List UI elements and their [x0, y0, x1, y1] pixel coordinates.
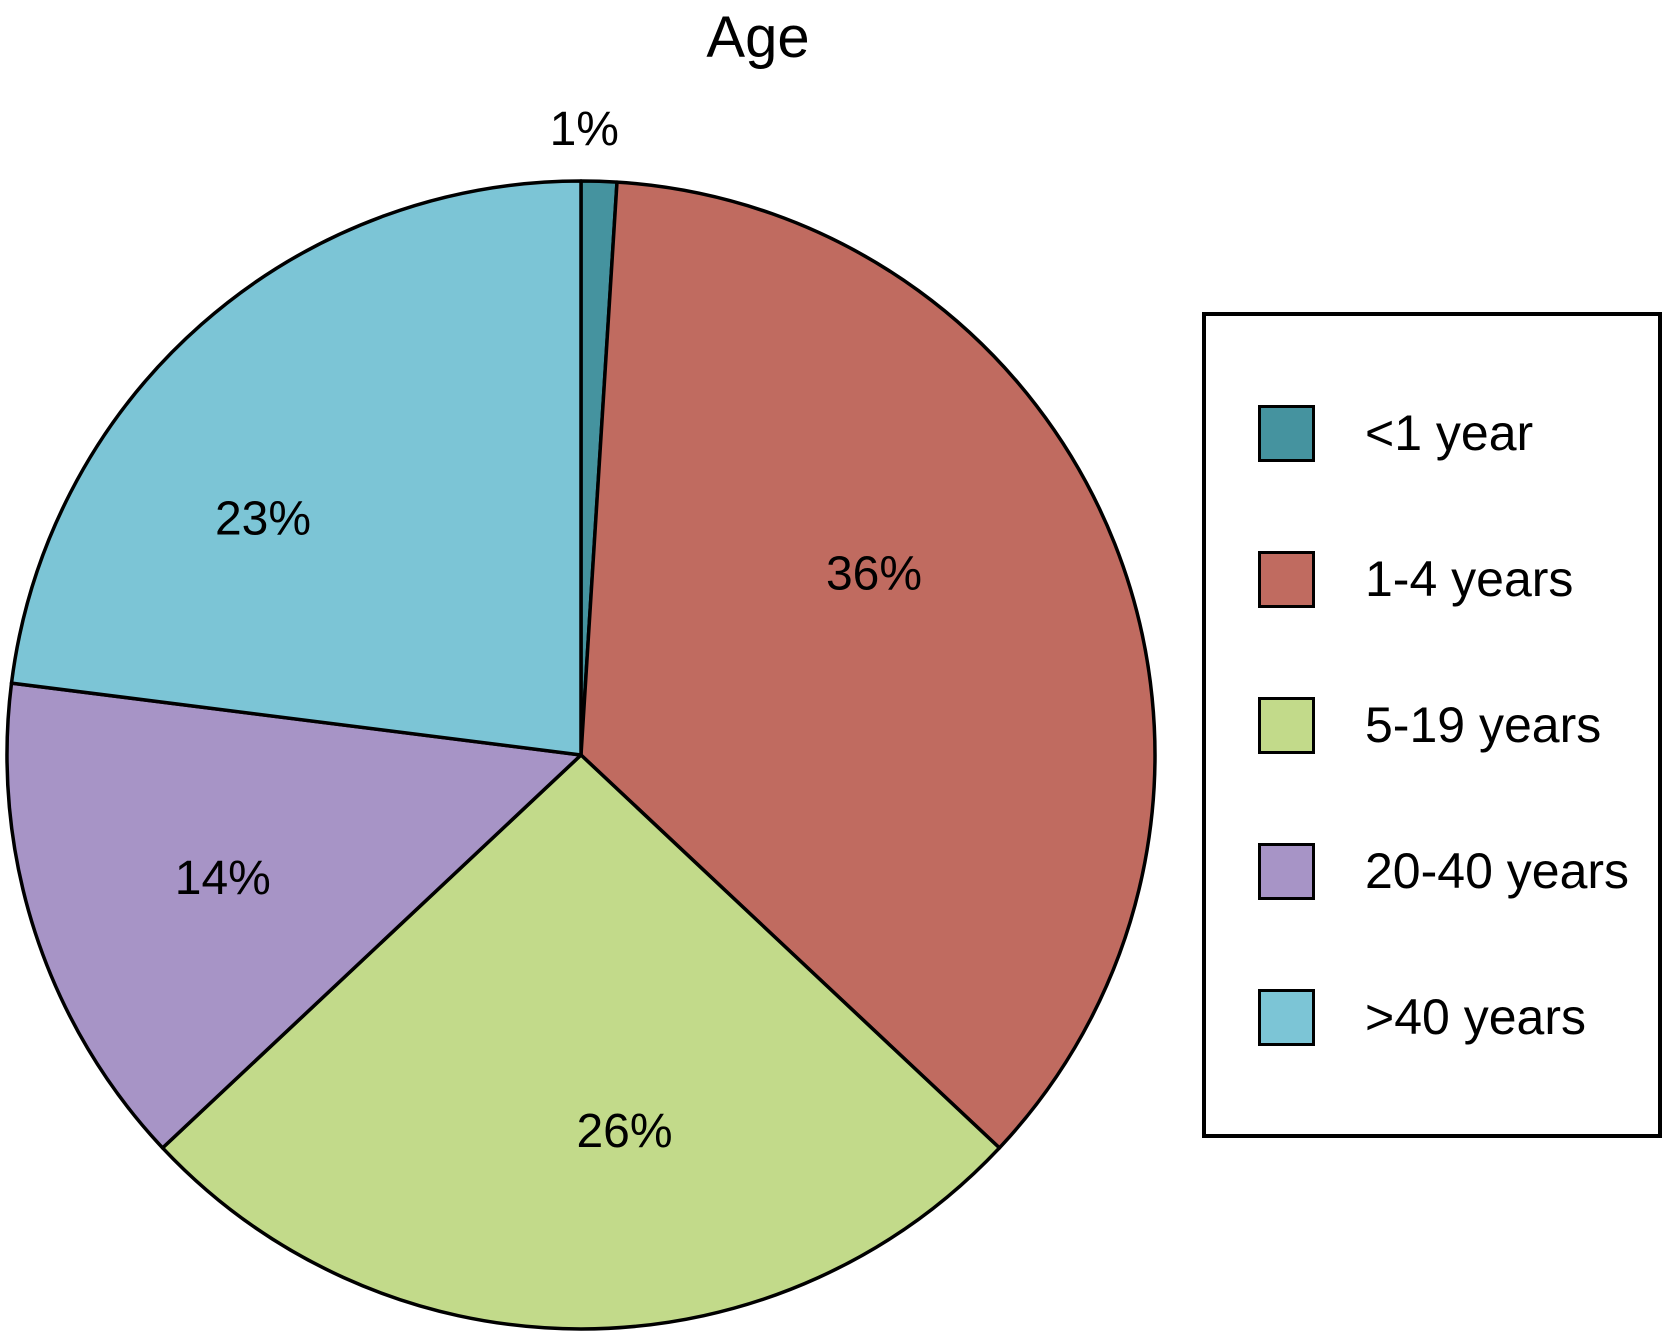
legend-item: >40 years	[1206, 988, 1658, 1046]
legend-item: <1 year	[1206, 404, 1658, 462]
legend-label: 1-4 years	[1365, 551, 1574, 607]
legend-label: <1 year	[1365, 405, 1534, 461]
pie-slice-pct-label: 26%	[576, 1105, 672, 1158]
legend-item: 5-19 years	[1206, 696, 1658, 754]
legend-label: >40 years	[1365, 989, 1586, 1045]
pie-slice-4	[9, 179, 583, 757]
legend-swatch-gt40-years	[1258, 988, 1315, 1046]
legend-label: 5-19 years	[1365, 697, 1602, 753]
legend-label: 20-40 years	[1365, 843, 1630, 899]
chart-title: Age	[706, 5, 810, 70]
legend-swatch-5-19-years	[1258, 696, 1315, 754]
legend: <1 year 1-4 years 5-19 years 20-40 years…	[1202, 312, 1662, 1138]
pie-slice-pct-label: 23%	[215, 492, 311, 545]
legend-item: 20-40 years	[1206, 842, 1658, 900]
legend-item: 1-4 years	[1206, 550, 1658, 608]
pie-slice-3	[5, 681, 583, 1150]
pie-slice-pct-label: 36%	[826, 548, 922, 601]
pie-slice-2	[160, 753, 1002, 1331]
pie-slice-pct-label: 1%	[550, 103, 619, 156]
legend-swatch-lt1-year	[1258, 404, 1315, 462]
legend-swatch-1-4-years	[1258, 550, 1315, 608]
pie-slice-1	[579, 180, 1157, 1150]
legend-swatch-20-40-years	[1258, 842, 1315, 900]
pie-slice-pct-label: 14%	[175, 852, 271, 905]
